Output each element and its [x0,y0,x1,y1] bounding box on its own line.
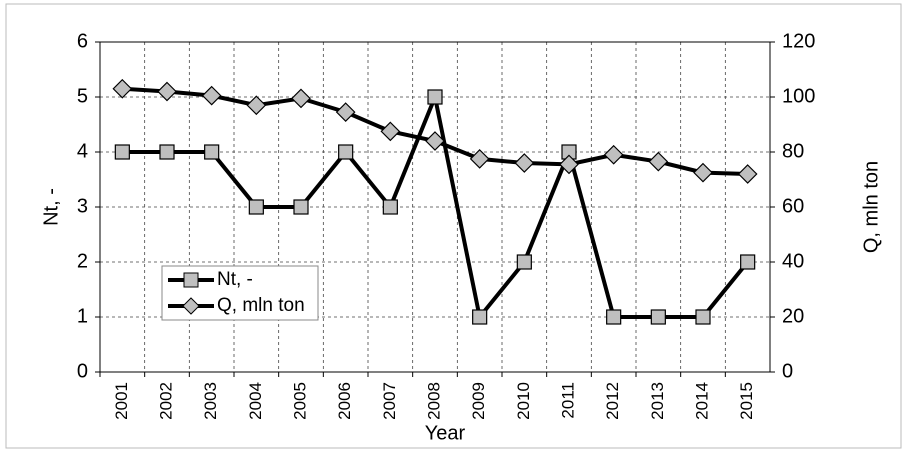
legend-marker [182,297,200,315]
x-tick-label: 2012 [603,382,622,420]
y-tick-label: 6 [77,30,88,52]
y2-tick-label: 120 [782,30,815,52]
y-tick-label: 5 [77,85,88,107]
marker-square [382,199,398,215]
x-tick-label: 2014 [692,382,711,420]
marker-square [740,254,756,270]
marker-diamond [469,149,490,169]
marker-square [606,309,622,325]
y2-axis-label: Q, mln ton [860,161,882,253]
x-tick-label: 2004 [246,382,265,420]
marker-square [248,199,264,215]
marker-diamond [380,121,401,142]
marker-square [338,144,354,160]
y-axis-label: Nt, - [40,188,62,226]
marker-square [472,309,488,325]
marker-diamond [157,81,177,102]
marker-square [650,309,666,325]
x-tick-label: 2007 [380,382,399,420]
marker-diamond [737,164,758,184]
legend-label: Nt, - [217,269,253,290]
marker-square [516,254,532,270]
x-axis-label: Year [425,422,466,444]
x-tick-label: 2005 [290,382,309,420]
legend-marker [183,272,199,288]
marker-diamond [559,154,579,175]
x-tick-label: 2008 [424,382,443,420]
x-tick-label: 2011 [558,382,577,419]
marker-diamond [603,144,624,165]
y-tick-label: 4 [77,140,88,162]
marker-square [114,144,130,160]
marker-square [204,144,220,160]
y2-tick-label: 60 [782,195,804,217]
marker-diamond [335,102,356,122]
x-tick-label: 2009 [469,382,488,420]
y-tick-label: 1 [77,305,88,327]
y2-tick-label: 40 [782,250,804,272]
x-tick-label: 2015 [737,382,756,420]
marker-diamond [514,153,535,173]
marker-square [427,89,443,105]
legend: Nt, - Q, mln ton [161,265,319,321]
x-tick-label: 2001 [112,382,131,420]
x-tick-label: 2002 [156,382,175,420]
marker-diamond [425,131,445,151]
y-tick-label: 3 [77,195,88,217]
frame [5,3,902,449]
marker-square [159,144,175,160]
plot-area [99,41,771,373]
x-tick-label: 2013 [648,382,667,420]
legend-label: Q, mln ton [217,295,305,316]
y-tick-label: 0 [77,360,88,382]
marker-square [293,199,309,215]
y-tick-label: 2 [77,250,88,272]
marker-square [695,309,711,325]
y2-tick-label: 80 [782,140,804,162]
marker-diamond [693,162,713,183]
y2-tick-label: 0 [782,360,793,382]
x-tick-label: 2003 [201,382,220,420]
y2-tick-label: 100 [782,85,815,107]
marker-diamond [246,95,267,116]
x-tick-label: 2006 [335,382,354,420]
marker-diamond [291,88,311,109]
x-tick-label: 2010 [514,382,533,420]
marker-diamond [112,78,133,99]
y2-tick-label: 20 [782,305,804,327]
marker-diamond [201,85,222,106]
marker-diamond [648,151,669,172]
